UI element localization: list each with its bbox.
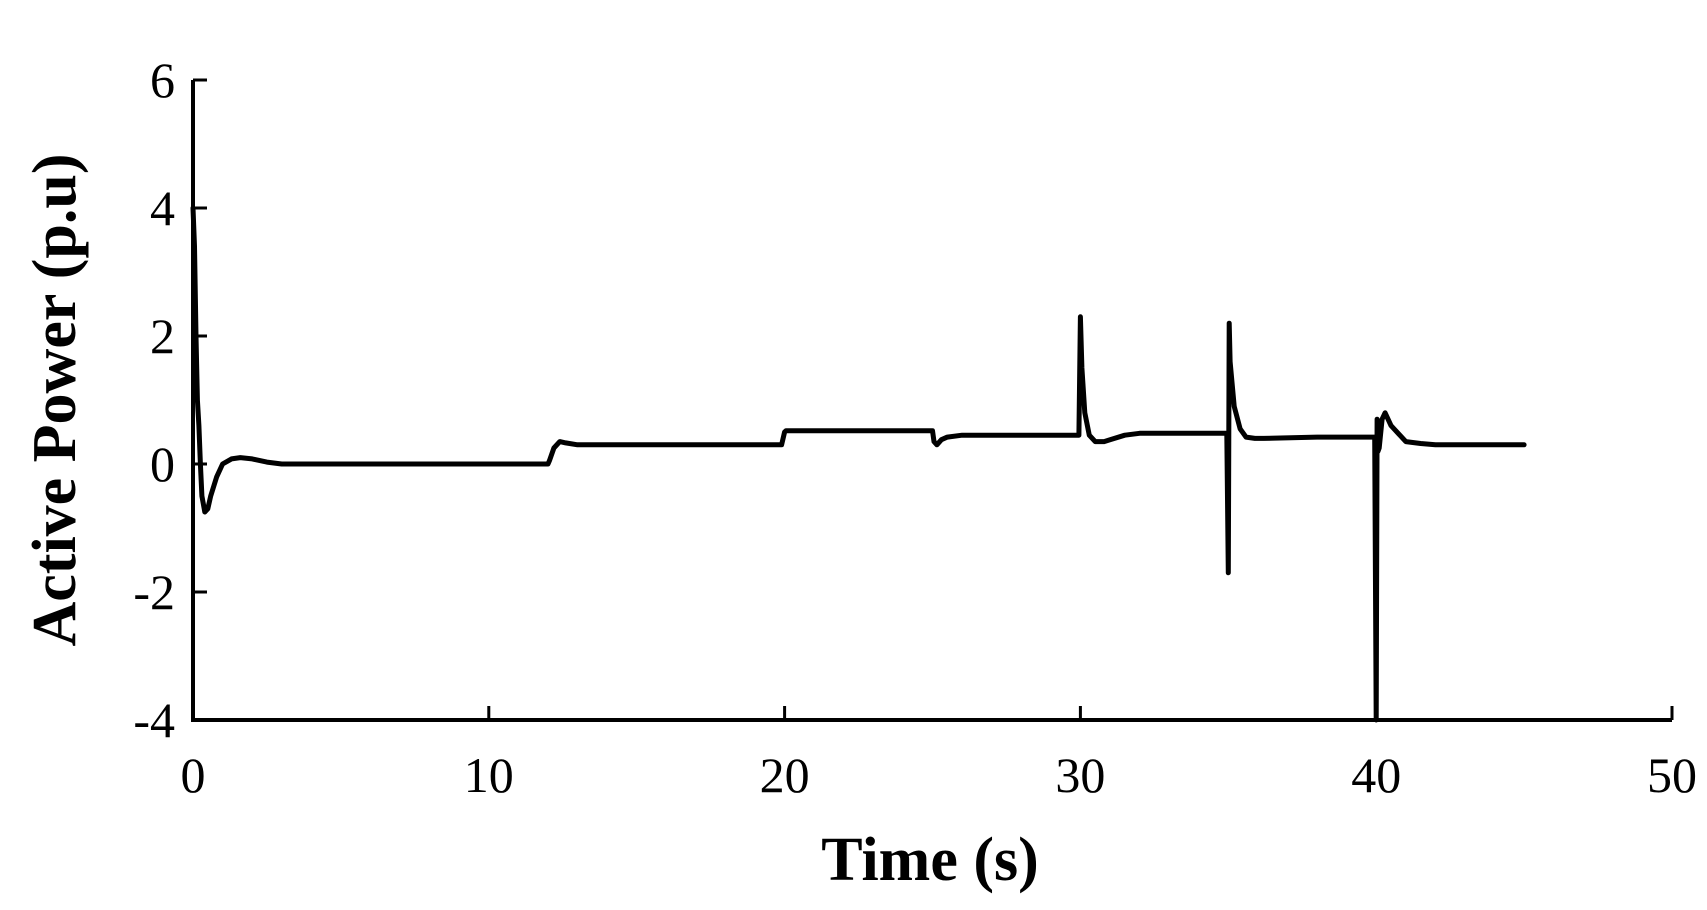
x-tick-label: 50: [1647, 747, 1697, 803]
y-tick-label: -2: [133, 564, 175, 620]
x-tick-label: 0: [181, 747, 206, 803]
y-tick-label: -4: [133, 692, 175, 748]
x-axis-title: Time (s): [821, 826, 1039, 894]
x-tick-label: 40: [1351, 747, 1401, 803]
plot-area: -4 -2 0 2 4 6 0 10 20 30 40 50: [133, 52, 1697, 803]
x-tick-label: 20: [760, 747, 810, 803]
y-tick-label: 6: [150, 52, 175, 108]
y-axis-title: Active Power (p.u): [21, 153, 89, 646]
x-tick-label: 30: [1055, 747, 1105, 803]
y-tick-label: 0: [150, 436, 175, 492]
y-tick-label: 2: [150, 308, 175, 364]
x-tick-label: 10: [464, 747, 514, 803]
series-line: [190, 205, 1527, 723]
y-tick-label: 4: [150, 180, 175, 236]
